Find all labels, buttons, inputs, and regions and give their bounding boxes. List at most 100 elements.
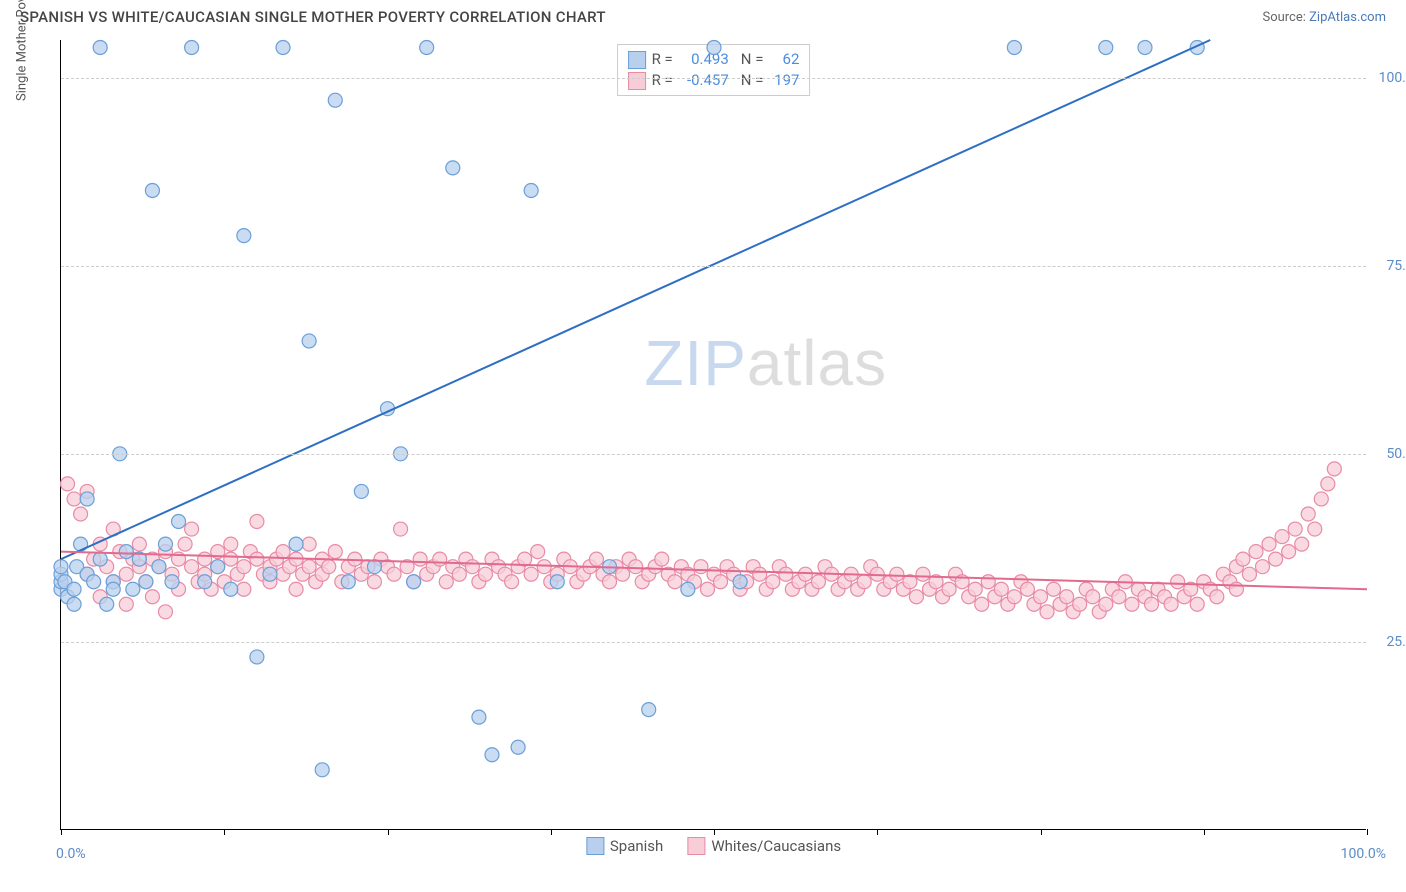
scatter-point — [93, 41, 107, 55]
scatter-point — [119, 567, 133, 581]
scatter-point — [250, 515, 264, 529]
scatter-point — [1327, 462, 1341, 476]
legend-swatch-white — [687, 837, 705, 855]
scatter-point — [328, 93, 342, 107]
scatter-point — [857, 575, 871, 589]
scatter-point — [145, 590, 159, 604]
scatter-point — [420, 41, 434, 55]
scatter-point — [93, 552, 107, 566]
chart-title: SPANISH VS WHITE/CAUCASIAN SINGLE MOTHER… — [20, 8, 606, 26]
scatter-point — [250, 650, 264, 664]
scatter-point — [158, 605, 172, 619]
scatter-point — [465, 560, 479, 574]
scatter-svg — [61, 40, 1367, 830]
x-tick-mark — [714, 829, 715, 835]
scatter-point — [67, 492, 81, 506]
scatter-point — [694, 560, 708, 574]
scatter-point — [322, 560, 336, 574]
scatter-point — [890, 567, 904, 581]
scatter-point — [446, 161, 460, 175]
scatter-point — [224, 582, 238, 596]
trend-line — [61, 40, 1210, 559]
source-prefix: Source: — [1262, 10, 1309, 25]
scatter-point — [263, 567, 277, 581]
scatter-point — [394, 522, 408, 536]
scatter-point — [942, 582, 956, 596]
scatter-point — [753, 567, 767, 581]
scatter-point — [1060, 590, 1074, 604]
scatter-point — [1249, 545, 1263, 559]
scatter-point — [126, 582, 140, 596]
scatter-point — [289, 582, 303, 596]
scatter-point — [1040, 605, 1054, 619]
scatter-point — [341, 575, 355, 589]
scatter-point — [505, 575, 519, 589]
scatter-point — [1034, 590, 1048, 604]
scatter-point — [1210, 590, 1224, 604]
scatter-point — [1073, 597, 1087, 611]
scatter-point — [1086, 590, 1100, 604]
gridline — [61, 78, 1366, 79]
scatter-point — [700, 582, 714, 596]
scatter-point — [1099, 41, 1113, 55]
scatter-point — [139, 575, 153, 589]
scatter-point — [237, 229, 251, 243]
scatter-point — [407, 575, 421, 589]
scatter-point — [178, 537, 192, 551]
scatter-point — [1007, 590, 1021, 604]
x-tick-mark — [551, 829, 552, 835]
scatter-point — [302, 560, 316, 574]
scatter-point — [354, 484, 368, 498]
scatter-point — [276, 545, 290, 559]
legend-item-white: Whites/Caucasians — [687, 837, 841, 855]
source-link[interactable]: ZipAtlas.com — [1309, 10, 1386, 25]
gridline — [61, 266, 1366, 267]
legend-label-white: Whites/Caucasians — [711, 837, 841, 855]
scatter-point — [387, 567, 401, 581]
scatter-point — [1007, 41, 1021, 55]
scatter-point — [1047, 582, 1061, 596]
scatter-point — [1125, 597, 1139, 611]
scatter-point — [909, 590, 923, 604]
scatter-point — [452, 567, 466, 581]
chart-source: Source: ZipAtlas.com — [1262, 10, 1386, 25]
x-tick-mark — [1367, 829, 1368, 835]
scatter-point — [1242, 567, 1256, 581]
scatter-point — [779, 567, 793, 581]
scatter-point — [250, 552, 264, 566]
scatter-point — [1164, 597, 1178, 611]
y-tick-label: 50.0% — [1386, 446, 1406, 462]
scatter-point — [54, 560, 68, 574]
scatter-point — [433, 552, 447, 566]
scatter-point — [1112, 590, 1126, 604]
scatter-point — [119, 545, 133, 559]
scatter-point — [714, 575, 728, 589]
x-tick-mark — [388, 829, 389, 835]
x-tick-mark — [1041, 829, 1042, 835]
scatter-point — [237, 582, 251, 596]
scatter-point — [616, 567, 630, 581]
series-legend: Spanish Whites/Caucasians — [586, 837, 841, 855]
scatter-point — [1256, 560, 1270, 574]
scatter-point — [1020, 582, 1034, 596]
scatter-point — [165, 575, 179, 589]
y-axis-label: Single Mother Poverty — [15, 0, 30, 101]
scatter-point — [74, 507, 88, 521]
scatter-point — [211, 560, 225, 574]
scatter-point — [67, 582, 81, 596]
scatter-point — [1301, 507, 1315, 521]
scatter-point — [975, 597, 989, 611]
scatter-point — [302, 537, 316, 551]
scatter-point — [185, 560, 199, 574]
scatter-point — [668, 575, 682, 589]
scatter-point — [629, 560, 643, 574]
scatter-point — [1295, 537, 1309, 551]
scatter-point — [524, 567, 538, 581]
scatter-point — [1262, 537, 1276, 551]
scatter-point — [413, 552, 427, 566]
scatter-point — [603, 575, 617, 589]
scatter-point — [707, 41, 721, 55]
scatter-point — [1269, 552, 1283, 566]
scatter-point — [681, 582, 695, 596]
scatter-point — [1190, 597, 1204, 611]
